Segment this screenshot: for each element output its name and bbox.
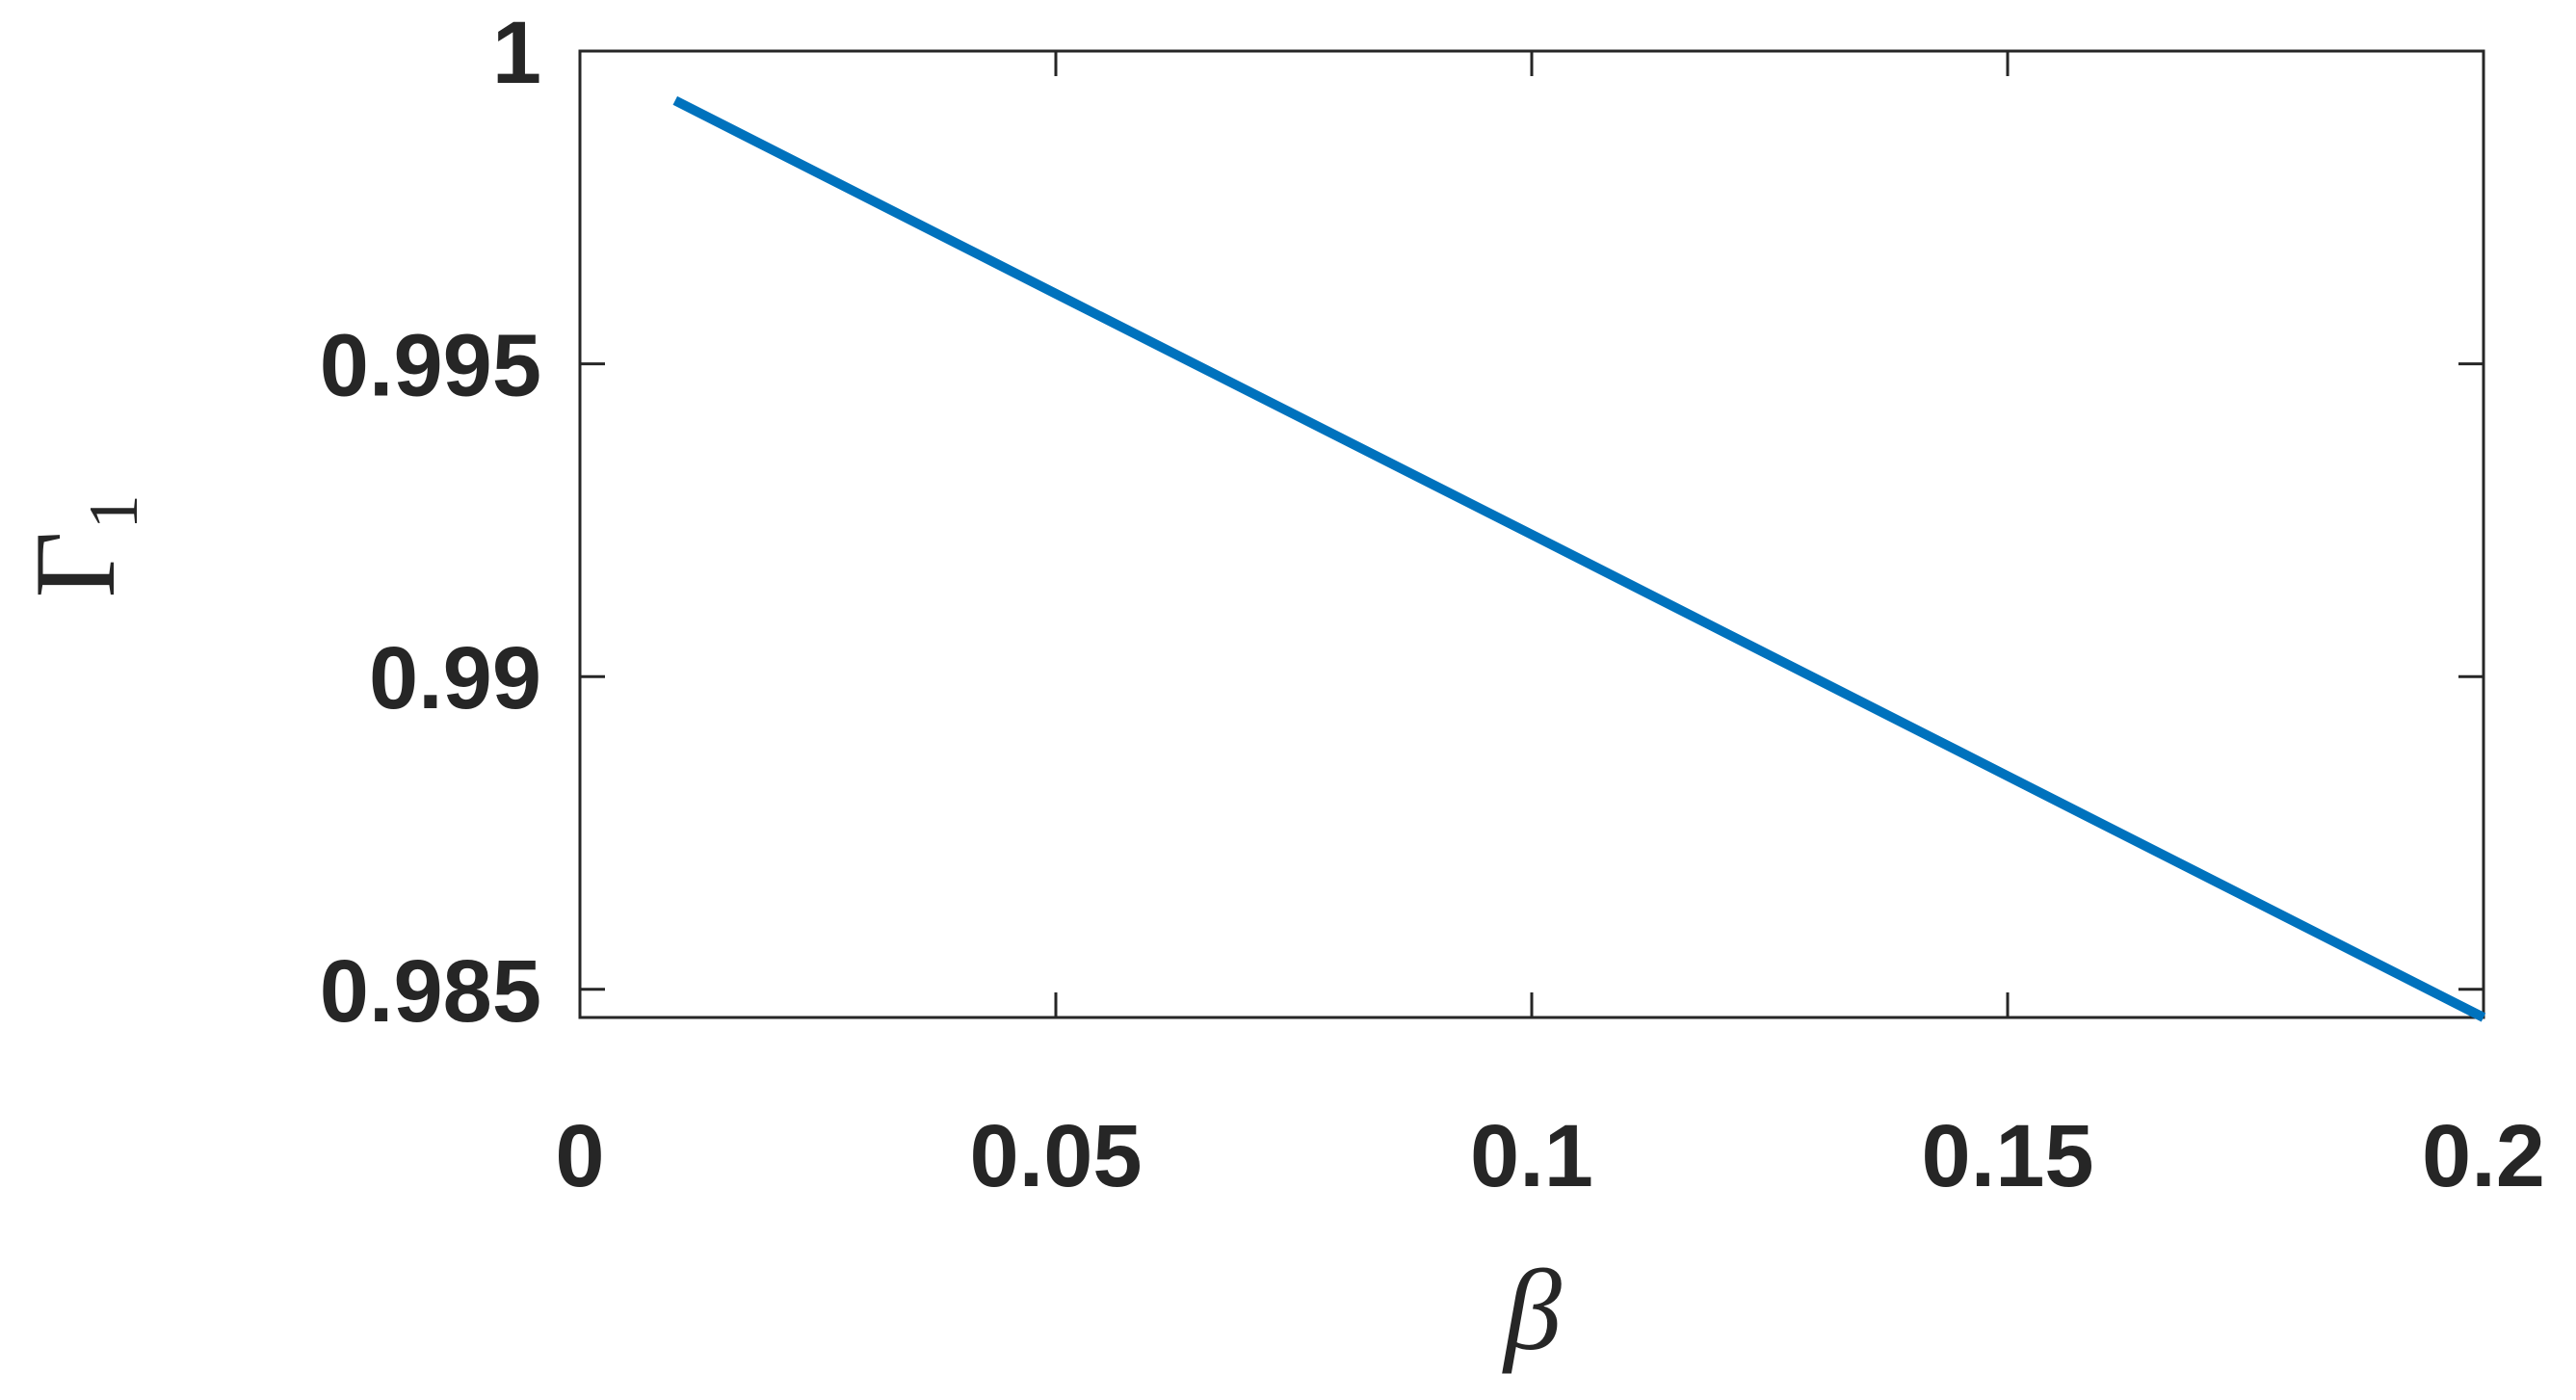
x-tick-label: 0.1 (1470, 1107, 1593, 1205)
data-line (672, 95, 2486, 1022)
x-tick-label: 0.15 (1921, 1107, 2093, 1205)
x-tick-label: 0.2 (2422, 1107, 2545, 1205)
x-axis-label: β (1502, 1246, 1562, 1374)
x-tick-label: 0 (555, 1107, 604, 1205)
x-tick-label: 0.05 (969, 1107, 1142, 1205)
y-tick-label: 0.995 (320, 317, 541, 415)
y-tick-label: 0.99 (369, 629, 541, 727)
y-tick-label: 1 (492, 4, 541, 102)
y-axis-label: Γ₁ (11, 490, 139, 597)
y-tick-label: 0.985 (320, 942, 541, 1041)
